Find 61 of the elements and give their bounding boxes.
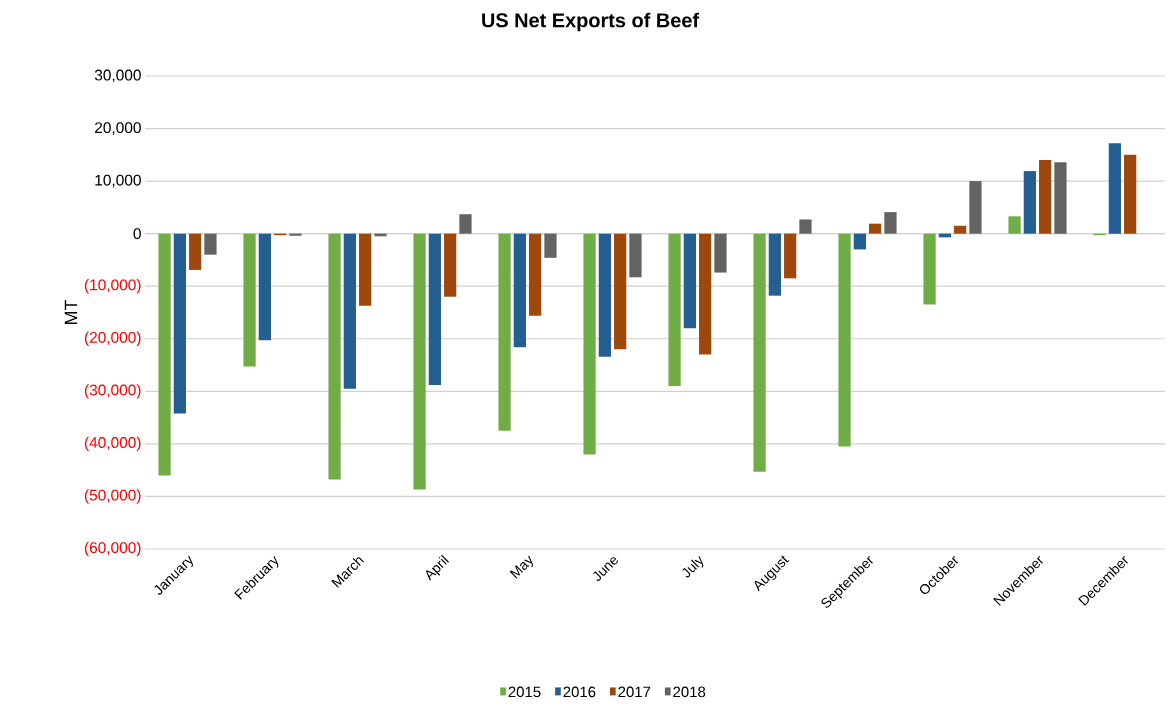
bar [444,233,457,297]
bar [969,181,982,234]
x-tick-label: May [509,555,533,579]
bar [1039,160,1052,234]
bar [699,233,712,355]
bar [343,233,356,389]
legend-label: 2017 [618,686,651,698]
y-tick-label: (20,000) [84,331,141,346]
legend-label: 2016 [563,686,596,698]
legend-label: 2015 [508,686,541,698]
y-tick-label: 0 [133,228,141,240]
bar [1108,143,1121,234]
chart-title: US Net Exports of Beef [482,12,700,32]
y-tick-label: (30,000) [84,384,141,399]
bar [243,233,256,367]
y-axis-title: MT [64,299,78,324]
bar [428,233,441,386]
bar [598,233,611,357]
bar [614,233,627,350]
bar [629,233,642,278]
bar [498,233,511,431]
bar [954,225,967,234]
bar [1008,216,1021,234]
bar [529,233,542,316]
bar [459,214,472,234]
bar [753,233,766,472]
bar [1023,171,1036,234]
bar [923,233,936,305]
bar [204,233,217,255]
bar [683,233,696,329]
bar [853,233,866,250]
bar [289,233,302,236]
bar [1054,162,1067,234]
y-tick-label: (50,000) [84,489,141,504]
bar [768,233,781,296]
y-tick-label: 20,000 [95,122,141,135]
bar [544,233,557,258]
bar [869,223,882,234]
bar [799,219,812,234]
bar [258,233,271,341]
x-tick-label: July [682,555,704,578]
bar [328,233,341,480]
bar [513,233,526,348]
bar [359,233,372,306]
y-tick-label: (60,000) [84,541,141,557]
bar [784,233,797,279]
bar [838,233,851,447]
bar [884,212,897,234]
legend-label: 2018 [673,686,706,698]
y-tick-label: 30,000 [94,69,141,83]
bar [714,233,727,273]
bar [583,233,596,455]
bar [668,233,681,387]
bar [158,233,171,476]
y-tick-label: (40,000) [84,436,141,452]
bar [189,233,202,270]
bar [1124,154,1137,234]
y-tick-label: 10,000 [95,174,141,188]
y-tick-label: (10,000) [84,279,141,294]
bar [173,233,186,414]
bar [413,233,426,490]
